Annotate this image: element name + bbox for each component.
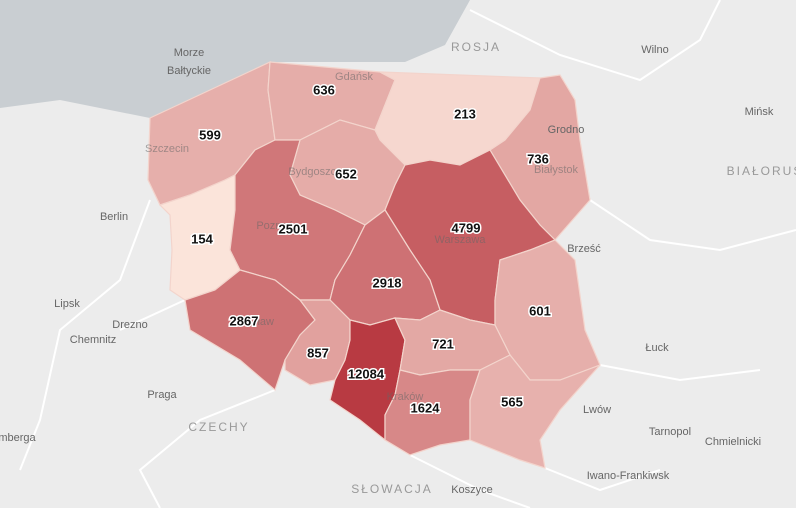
region-value: 1624 xyxy=(411,400,441,415)
place-label: Bydgoszcz xyxy=(288,166,341,178)
place-label: Wrocław xyxy=(232,316,274,328)
place-label: ROSJA xyxy=(451,40,501,54)
region-value: 154 xyxy=(191,231,213,246)
place-label: Drezno xyxy=(112,319,147,331)
region xyxy=(184,269,316,392)
place-label: Iwano-Frankiwsk xyxy=(587,470,670,482)
place-label: Koszyce xyxy=(451,484,493,496)
places: Morze Bałtyckie ROSJA Wilno Mińsk Grodno BIAŁO… xyxy=(0,40,796,496)
region-value: 721 xyxy=(432,336,454,351)
region-value: 12084 xyxy=(348,366,385,381)
place-label: Brześć xyxy=(567,243,601,255)
region-value: 4799 xyxy=(452,220,481,235)
region xyxy=(284,299,351,386)
place-label: Gdańsk xyxy=(335,71,373,83)
values: 599 636 213 736 652 154 2501 4799 2918 601 2867 857… xyxy=(190,81,553,417)
region-value: 736 xyxy=(527,151,549,166)
place-label: CZECHY xyxy=(188,420,249,434)
place-label: Grodno xyxy=(548,124,585,136)
region-value: 599 xyxy=(199,127,221,142)
place-label: Białystok xyxy=(534,164,579,176)
region-value: 2501 xyxy=(279,221,308,236)
place-label: BIAŁORUŚ xyxy=(727,163,796,178)
region-value: 857 xyxy=(307,345,329,360)
place-label: Wilno xyxy=(641,44,669,56)
place-label: Szczecin xyxy=(145,143,189,155)
region-value: 601 xyxy=(529,303,551,318)
place-label: Lwów xyxy=(583,404,611,416)
place-label: Mińsk xyxy=(745,106,774,118)
place-label: Warszawa xyxy=(435,234,487,246)
region-value: 565 xyxy=(501,394,523,409)
place-label: Bałtyckie xyxy=(167,65,211,77)
place-label: Poznań xyxy=(256,220,293,232)
place-label: Łuck xyxy=(645,342,669,354)
place-label: Lipsk xyxy=(54,298,80,310)
place-label: mberga xyxy=(0,432,37,444)
place-label: Chemnitz xyxy=(70,334,116,346)
region-value: 2918 xyxy=(373,275,402,290)
region-value: 2867 xyxy=(230,313,259,328)
place-label: Berlin xyxy=(100,211,128,223)
region xyxy=(469,354,601,469)
sea xyxy=(0,0,470,118)
place-label: Tarnopol xyxy=(649,426,691,438)
place-label: Kraków xyxy=(387,391,424,403)
place-label: Chmielnicki xyxy=(705,436,761,448)
place-label: Morze xyxy=(174,47,205,59)
region-value: 636 xyxy=(313,82,335,97)
place-label: SŁOWACJA xyxy=(351,482,433,496)
border xyxy=(19,0,796,508)
regions xyxy=(147,61,601,469)
region-value: 652 xyxy=(335,166,357,181)
place-label: Praga xyxy=(147,389,177,401)
region xyxy=(384,369,481,456)
region-value: 213 xyxy=(454,106,476,121)
